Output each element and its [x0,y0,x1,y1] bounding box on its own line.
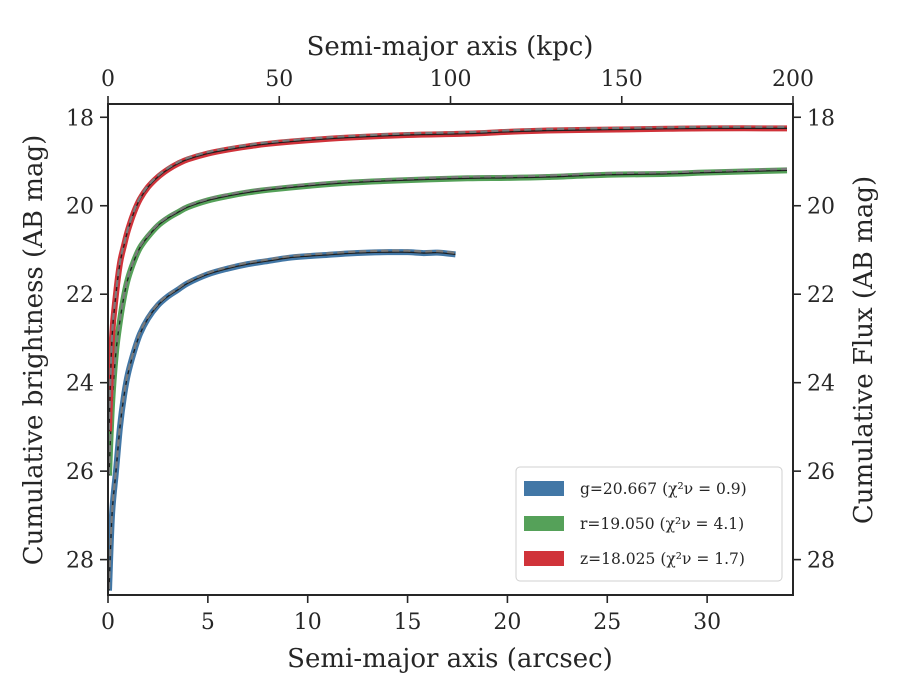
y-tick-label: 24 [66,372,94,397]
y2-axis-title: Cumulative Flux (AB mag) [849,176,879,524]
x2-tick-label: 100 [430,67,472,92]
series-line-r [108,169,788,476]
y-axis-left: 18 20 22 24 26 28 [66,106,108,574]
model-fit-g [108,249,456,590]
y-tick-label: 22 [66,283,94,308]
legend-swatch [524,551,564,566]
x-tick-label: 10 [294,610,322,635]
x-tick-label: 0 [101,610,115,635]
series-line-z [108,127,788,432]
x2-axis-title: Semi-major axis (kpc) [307,32,594,62]
x-tick-label: 25 [593,610,621,635]
x-axis-top: 0 50 100 150 200 [101,67,814,104]
x-tick-label: 15 [394,610,422,635]
y2-tick-label: 18 [807,106,835,131]
series-line-g [108,251,456,591]
x-tick-label: 5 [201,610,215,635]
y-tick-label: 28 [66,549,94,574]
x-axis-bottom: 0 5 10 15 20 25 30 [101,595,721,635]
series-layer [108,125,788,591]
x-tick-label: 20 [493,610,521,635]
y2-tick-label: 24 [807,372,835,397]
y-tick-label: 26 [66,460,94,485]
legend-entry: z=18.025 (χ²ν = 1.7) [580,550,745,568]
model-fit-r [108,167,788,475]
x2-tick-label: 50 [265,67,293,92]
x-axis-title: Semi-major axis (arcsec) [287,644,613,674]
legend: g=20.667 (χ²ν = 0.9) r=19.050 (χ²ν = 4.1)… [515,466,783,582]
y-axis-title: Cumulative brightness (AB mag) [19,135,49,566]
legend-box [515,466,783,582]
legend-swatch [524,481,564,496]
legend-entry: g=20.667 (χ²ν = 0.9) [580,480,747,498]
x2-tick-label: 0 [101,67,115,92]
x2-tick-label: 200 [772,67,814,92]
x-tick-label: 30 [693,610,721,635]
y2-tick-label: 26 [807,460,835,485]
y2-tick-label: 28 [807,549,835,574]
y2-tick-label: 22 [807,283,835,308]
y2-tick-label: 20 [807,195,835,220]
series-band-r [108,167,788,476]
y-tick-label: 20 [66,195,94,220]
legend-entry: r=19.050 (χ²ν = 4.1) [580,515,744,533]
model-fit-z [108,125,788,430]
y-tick-label: 18 [66,106,94,131]
y-axis-right: 18 20 22 24 26 28 [793,106,835,574]
legend-swatch [524,516,564,531]
x2-tick-label: 150 [601,67,643,92]
